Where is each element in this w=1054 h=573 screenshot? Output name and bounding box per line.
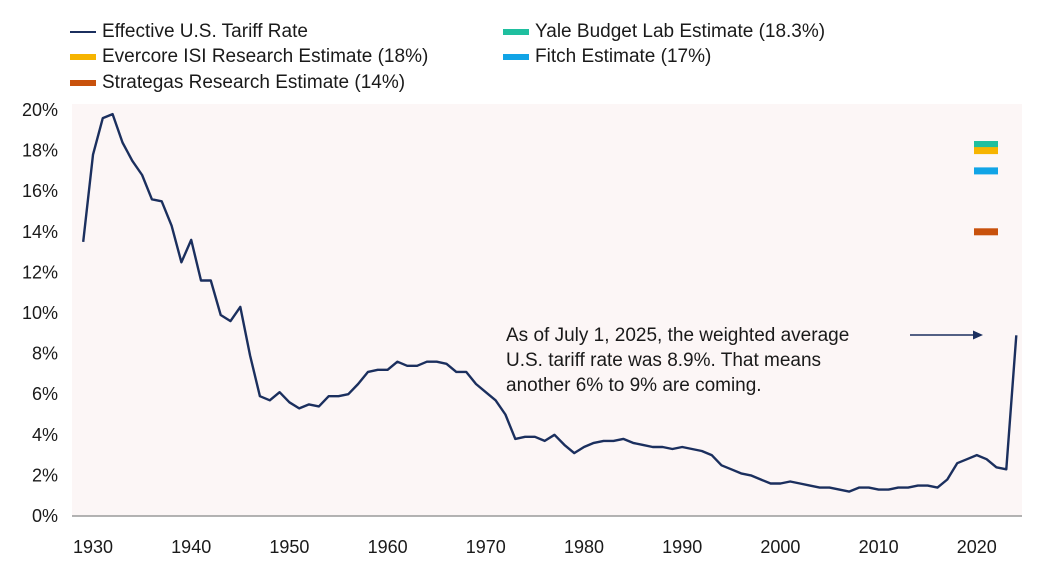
legend-item-effective-rate: Effective U.S. Tariff Rate [70,20,308,44]
x-axis: 1930 1940 1950 1960 1970 1980 1990 2000 2010 2020 [73,537,997,557]
annotation-line-2: U.S. tariff rate was 8.9%. That means [506,350,822,371]
x-tick-label: 1930 [73,537,113,557]
legend-swatch-bar [70,54,96,60]
legend-item-evercore: Evercore ISI Research Estimate (18%) [70,45,428,69]
estimate-marker-strategas [974,228,998,236]
annotation: As of July 1, 2025, the weighted average… [506,323,849,398]
series-line-effective-tariff-rate [82,112,1018,493]
y-tick-label: 4% [32,425,58,445]
y-tick-label: 20% [22,100,58,120]
arrow-head [973,330,983,340]
estimate-marker-yale [974,141,998,149]
x-tick-label: 2010 [859,537,899,557]
plot-background [72,104,1022,516]
y-tick-label: 18% [22,141,58,161]
legend-swatch-bar [503,54,529,60]
x-tick-label: 1950 [269,537,309,557]
y-tick-label: 16% [22,181,58,201]
y-tick-label: 12% [22,262,58,282]
x-tick-label: 1960 [368,537,408,557]
y-axis: 0% 2% 4% 6% 8% 10% 12% 14% 16% 18% 20% [22,100,58,526]
annotation-line-1: As of July 1, 2025, the weighted average [506,325,850,346]
legend-swatch-line [70,31,96,33]
y-tick-label: 14% [22,222,58,242]
estimate-markers [974,141,998,236]
annotation-arrow [910,330,983,340]
legend-label: Evercore ISI Research Estimate (18%) [102,46,429,67]
x-tick-label: 1980 [564,537,604,557]
x-tick-label: 1970 [466,537,506,557]
estimate-marker-evercore [974,147,998,155]
y-tick-label: 6% [32,384,58,404]
estimate-marker-fitch [974,167,998,175]
y-tick-label: 2% [32,465,58,485]
x-tick-label: 1940 [171,537,211,557]
legend-label: Fitch Estimate (17%) [535,46,712,67]
y-tick-label: 8% [32,344,58,364]
annotation-line-3: another 6% to 9% are coming. [506,375,762,396]
legend-swatch-bar [70,80,96,86]
legend-item-strategas: Strategas Research Estimate (14%) [70,71,405,95]
legend-swatch-bar [503,29,529,35]
legend-item-yale: Yale Budget Lab Estimate (18.3%) [503,20,825,44]
x-tick-label: 2020 [957,537,997,557]
y-tick-label: 0% [32,506,58,526]
x-tick-label: 2000 [760,537,800,557]
legend-label: Effective U.S. Tariff Rate [102,21,308,42]
legend-item-fitch: Fitch Estimate (17%) [503,45,711,69]
legend-label: Strategas Research Estimate (14%) [102,72,406,93]
x-tick-label: 1990 [662,537,702,557]
y-tick-label: 10% [22,303,58,323]
legend-label: Yale Budget Lab Estimate (18.3%) [535,21,826,42]
